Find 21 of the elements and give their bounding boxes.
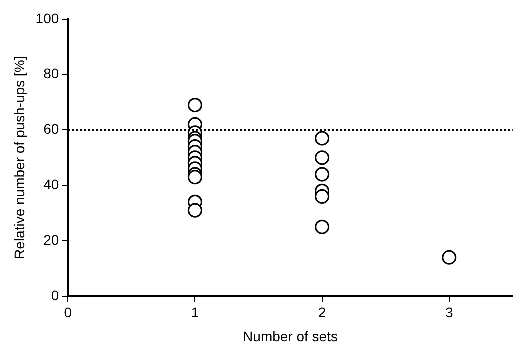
point bbox=[314, 150, 330, 166]
x-tick-label: 1 bbox=[191, 304, 200, 321]
point bbox=[314, 131, 330, 146]
point bbox=[314, 220, 330, 234]
y-tick-label: 60 bbox=[44, 121, 60, 138]
y-axis-title: Relative number of push-ups [%] bbox=[11, 56, 28, 260]
point bbox=[188, 203, 203, 218]
x-tick-label: 2 bbox=[318, 304, 326, 321]
y-tick-label: 0 bbox=[51, 287, 60, 304]
point bbox=[188, 98, 203, 113]
point bbox=[314, 189, 330, 204]
y-tick-label: 40 bbox=[44, 176, 60, 192]
y-tick-label: 80 bbox=[44, 66, 60, 82]
x-tick-label: 0 bbox=[64, 304, 72, 321]
point bbox=[442, 250, 457, 265]
point bbox=[188, 170, 203, 185]
x-axis-title: Number of sets bbox=[243, 328, 338, 344]
point bbox=[314, 167, 330, 182]
x-tick-label: 3 bbox=[445, 304, 454, 321]
y-tick-label: 100 bbox=[36, 10, 60, 26]
y-tick-label: 20 bbox=[44, 232, 60, 248]
